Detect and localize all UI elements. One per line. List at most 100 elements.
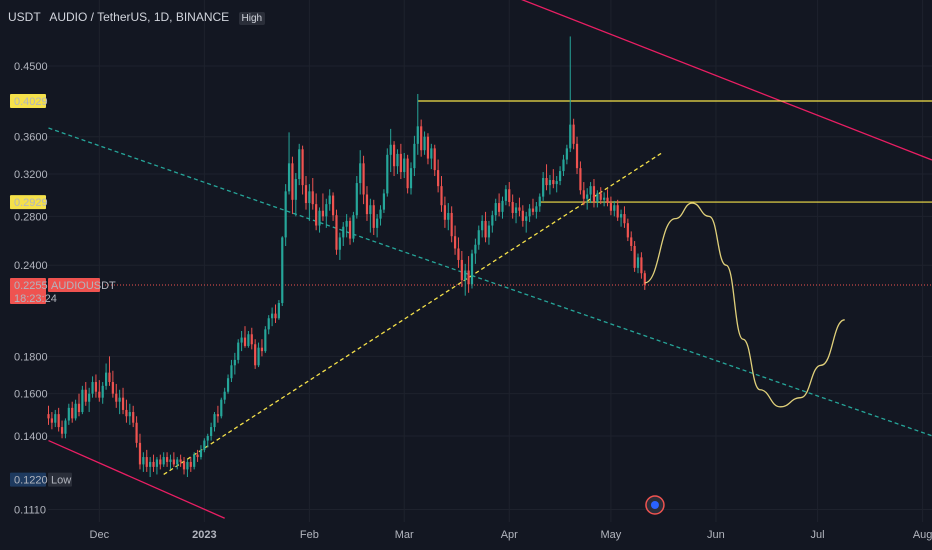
candle-body [311, 191, 314, 205]
candle-body [558, 171, 562, 182]
candle-body [193, 454, 196, 467]
candle-body [348, 220, 352, 239]
candle-body [433, 148, 436, 171]
candle-body [477, 230, 480, 245]
candle-body [206, 436, 209, 441]
symbol-info[interactable]: AUDIO / TetherUS, 1D, BINANCE [49, 10, 230, 24]
high-label: High [238, 12, 266, 25]
candle-body [81, 389, 84, 413]
candle-body [291, 163, 294, 200]
candle-body [338, 237, 341, 250]
price-tick-label: 0.1110 [14, 505, 46, 517]
candle-body [406, 158, 409, 189]
candle-body [162, 457, 165, 465]
candle-body [125, 409, 128, 417]
trendline-rising-support[interactable] [163, 152, 663, 476]
candle-body [538, 196, 541, 207]
candle-body [430, 148, 433, 159]
candle-body [91, 382, 94, 394]
candle-body [531, 208, 535, 212]
candle-body [437, 170, 440, 187]
candle-body [389, 144, 392, 155]
symbol-tag: AUDIOUSDT [51, 280, 116, 292]
candle-body [159, 459, 162, 465]
projection-curve[interactable] [644, 202, 845, 408]
candle-body [416, 126, 419, 144]
candle-body [426, 136, 430, 159]
candle-body [362, 163, 365, 195]
candle-body [271, 313, 274, 319]
candle-body [277, 303, 280, 319]
time-tick-label: Aug [913, 529, 932, 541]
candle-body [182, 461, 186, 470]
candle-body [325, 204, 328, 217]
candle-body [582, 190, 585, 199]
candle-body [186, 461, 189, 470]
candle-body [57, 414, 60, 428]
trendline-resistance-high[interactable] [513, 0, 932, 161]
candle-body [213, 414, 216, 428]
candle-body [118, 397, 121, 402]
candle-body [372, 205, 375, 228]
candle-body [287, 163, 291, 192]
trendline-support-low[interactable] [48, 439, 225, 519]
candle-body [155, 459, 159, 467]
candle-body [254, 344, 257, 366]
candle-body [135, 422, 138, 443]
chart-header: USDT AUDIO / TetherUS, 1D, BINANCE High [8, 10, 271, 25]
candle-body [149, 461, 152, 467]
candle-body [379, 209, 382, 219]
candle-body [504, 189, 507, 201]
candle-body [108, 372, 111, 383]
candle-body [603, 197, 606, 200]
candle-body [345, 220, 348, 227]
candle-body [545, 178, 548, 186]
candle-body [498, 203, 501, 212]
candle-body [365, 194, 369, 215]
candle-body [331, 195, 335, 216]
candle-body [115, 393, 118, 402]
candle-body [443, 205, 446, 220]
candle-body [464, 270, 467, 281]
candle-body [460, 259, 463, 281]
trendline-descending-teal[interactable] [48, 127, 932, 464]
event-icon-dot [650, 501, 659, 509]
candle-body [145, 457, 148, 467]
candle-body [386, 154, 389, 194]
candle-body [609, 203, 613, 211]
candle-body [359, 163, 362, 184]
price-badge [10, 472, 46, 487]
countdown-label: 18:23:24 [14, 293, 57, 305]
candle-body [230, 365, 233, 379]
candle-body [264, 329, 267, 352]
candle-body [630, 237, 633, 246]
candle-body [565, 148, 568, 160]
candle-body [525, 216, 528, 221]
candle-body [247, 334, 250, 346]
candle-body [413, 143, 416, 169]
candle-body [260, 347, 264, 352]
candle-body [586, 194, 589, 199]
candle-body [535, 206, 538, 212]
price-tick-label: 0.2400 [14, 260, 48, 272]
time-tick-label: Mar [395, 529, 414, 541]
candle-body [304, 185, 308, 204]
candle-body [606, 197, 609, 204]
candle-body [301, 149, 304, 186]
candle-body [60, 427, 64, 434]
candle-body [633, 245, 636, 268]
candle-body [243, 337, 247, 346]
candle-body [481, 220, 484, 231]
price-tick-label: 0.1400 [14, 431, 48, 443]
price-badge [10, 195, 46, 210]
candle-body [203, 440, 206, 450]
candle-body [223, 391, 226, 400]
candle-body [284, 191, 287, 238]
price-tick-label: 0.1800 [14, 351, 48, 363]
candle-body [396, 153, 399, 167]
candle-body [210, 427, 213, 436]
candle-body [88, 393, 91, 402]
candle-body [111, 382, 114, 394]
